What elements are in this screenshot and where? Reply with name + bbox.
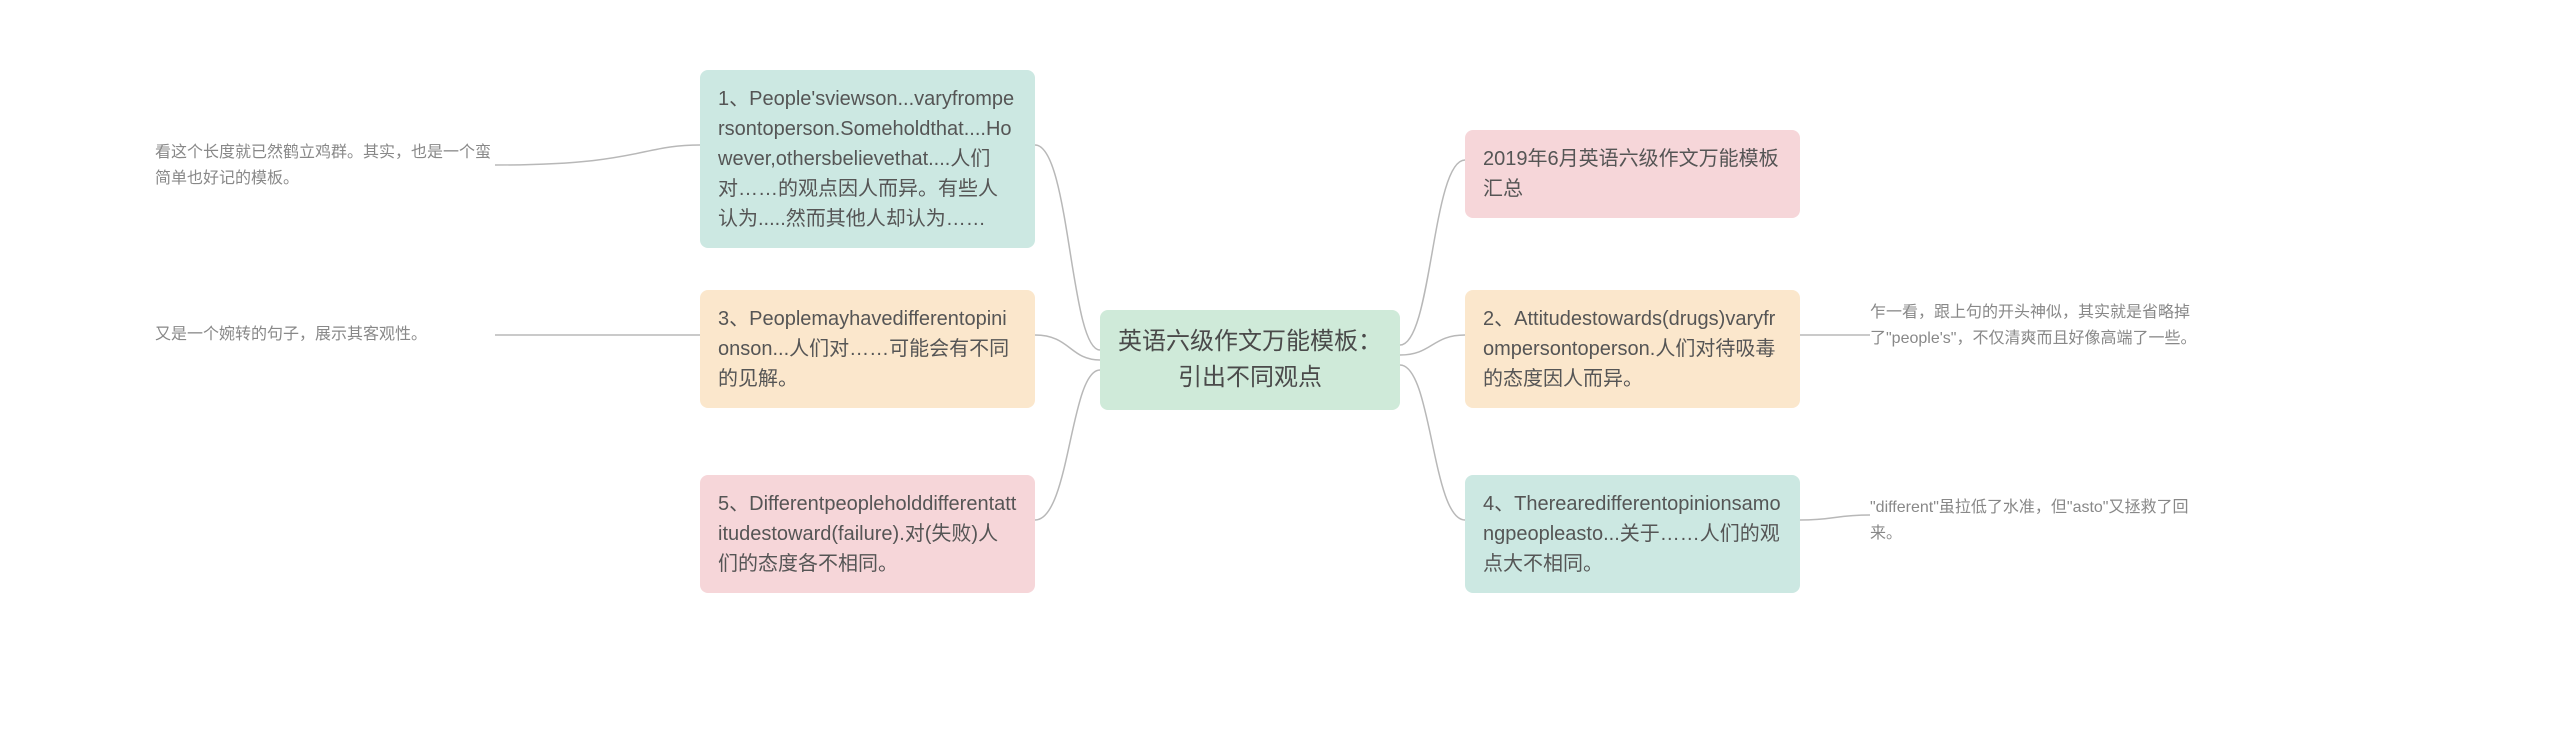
right-note-4-text: "different"虽拉低了水准，但"asto"又拯救了回来。: [1870, 499, 2189, 542]
right-node-0-text: 2019年6月英语六级作文万能模板汇总: [1483, 148, 1779, 200]
left-node-1-text: 1、People'sviewson...varyfrompersontopers…: [718, 88, 1014, 230]
right-node-2-text: 2、Attitudestowards(drugs)varyfrompersont…: [1483, 308, 1775, 390]
center-node: 英语六级作文万能模板：引出不同观点: [1100, 310, 1400, 410]
left-note-1-text: 看这个长度就已然鹤立鸡群。其实，也是一个蛮简单也好记的模板。: [155, 144, 491, 187]
right-note-2-text: 乍一看，跟上句的开头神似，其实就是省略掉了"people's"，不仅清爽而且好像…: [1870, 304, 2196, 347]
left-node-3-text: 3、Peoplemayhavedifferentopinionson...人们对…: [718, 308, 1009, 390]
left-note-3: 又是一个婉转的句子，展示其客观性。: [155, 322, 495, 348]
left-node-5-text: 5、Differentpeopleholddifferentattitudest…: [718, 493, 1016, 575]
right-node-4: 4、Therearedifferentopinionsamongpeopleas…: [1465, 475, 1800, 593]
left-node-3: 3、Peoplemayhavedifferentopinionson...人们对…: [700, 290, 1035, 408]
left-note-1: 看这个长度就已然鹤立鸡群。其实，也是一个蛮简单也好记的模板。: [155, 140, 495, 191]
right-node-0: 2019年6月英语六级作文万能模板汇总: [1465, 130, 1800, 218]
left-node-1: 1、People'sviewson...varyfrompersontopers…: [700, 70, 1035, 248]
left-note-3-text: 又是一个婉转的句子，展示其客观性。: [155, 326, 427, 343]
right-node-2: 2、Attitudestowards(drugs)varyfrompersont…: [1465, 290, 1800, 408]
right-note-4: "different"虽拉低了水准，但"asto"又拯救了回来。: [1870, 495, 2210, 546]
center-title: 英语六级作文万能模板：引出不同观点: [1118, 328, 1382, 391]
right-note-2: 乍一看，跟上句的开头神似，其实就是省略掉了"people's"，不仅清爽而且好像…: [1870, 300, 2210, 351]
left-node-5: 5、Differentpeopleholddifferentattitudest…: [700, 475, 1035, 593]
right-node-4-text: 4、Therearedifferentopinionsamongpeopleas…: [1483, 493, 1781, 575]
